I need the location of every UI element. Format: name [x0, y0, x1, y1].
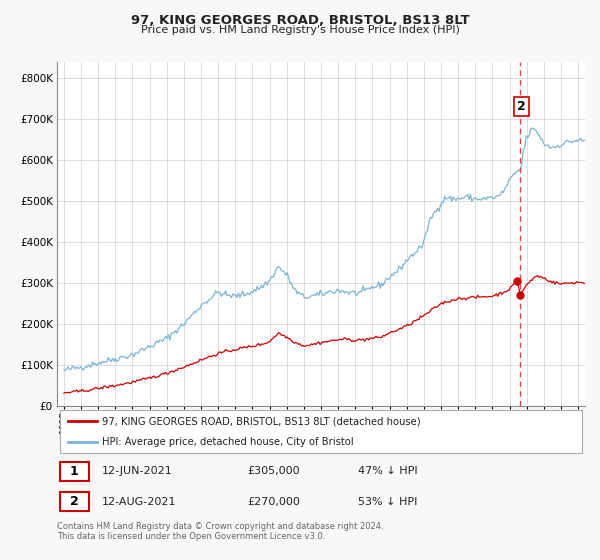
Text: 2: 2 — [70, 495, 79, 508]
Text: Contains HM Land Registry data © Crown copyright and database right 2024.
This d: Contains HM Land Registry data © Crown c… — [57, 522, 383, 542]
Text: 1: 1 — [70, 465, 79, 478]
Text: 47% ↓ HPI: 47% ↓ HPI — [358, 466, 418, 477]
Text: £270,000: £270,000 — [247, 497, 300, 507]
FancyBboxPatch shape — [59, 410, 583, 454]
Text: 53% ↓ HPI: 53% ↓ HPI — [358, 497, 418, 507]
Text: 12-AUG-2021: 12-AUG-2021 — [102, 497, 176, 507]
Text: 97, KING GEORGES ROAD, BRISTOL, BS13 8LT: 97, KING GEORGES ROAD, BRISTOL, BS13 8LT — [131, 14, 469, 27]
FancyBboxPatch shape — [59, 461, 89, 481]
Text: 2: 2 — [517, 100, 526, 113]
Text: 97, KING GEORGES ROAD, BRISTOL, BS13 8LT (detached house): 97, KING GEORGES ROAD, BRISTOL, BS13 8LT… — [102, 416, 421, 426]
Text: £305,000: £305,000 — [247, 466, 300, 477]
Text: 12-JUN-2021: 12-JUN-2021 — [102, 466, 173, 477]
Text: HPI: Average price, detached house, City of Bristol: HPI: Average price, detached house, City… — [102, 437, 353, 447]
FancyBboxPatch shape — [59, 492, 89, 511]
Text: Price paid vs. HM Land Registry's House Price Index (HPI): Price paid vs. HM Land Registry's House … — [140, 25, 460, 35]
